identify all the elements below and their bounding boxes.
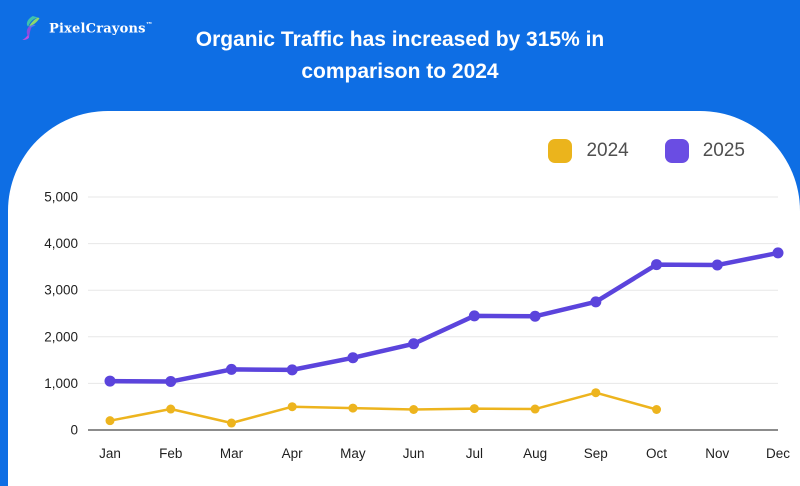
legend-label-2025: 2025 bbox=[702, 140, 745, 161]
legend-label-2024: 2024 bbox=[586, 140, 629, 161]
chart-legend: 2024 2025 bbox=[548, 139, 745, 163]
legend-item-2024: 2024 bbox=[548, 139, 629, 163]
content-panel bbox=[8, 111, 800, 486]
legend-item-2025: 2025 bbox=[664, 139, 745, 163]
trademark-symbol: ™ bbox=[145, 19, 153, 29]
legend-swatch-2025 bbox=[664, 139, 689, 163]
legend-swatch-2024 bbox=[548, 139, 573, 163]
brand-logo: PixelCrayons™ bbox=[20, 15, 153, 41]
page-title: Organic Traffic has increased by 315% in… bbox=[195, 28, 605, 83]
brand-name: PixelCrayons™ bbox=[49, 19, 153, 37]
hummingbird-icon bbox=[20, 15, 44, 41]
